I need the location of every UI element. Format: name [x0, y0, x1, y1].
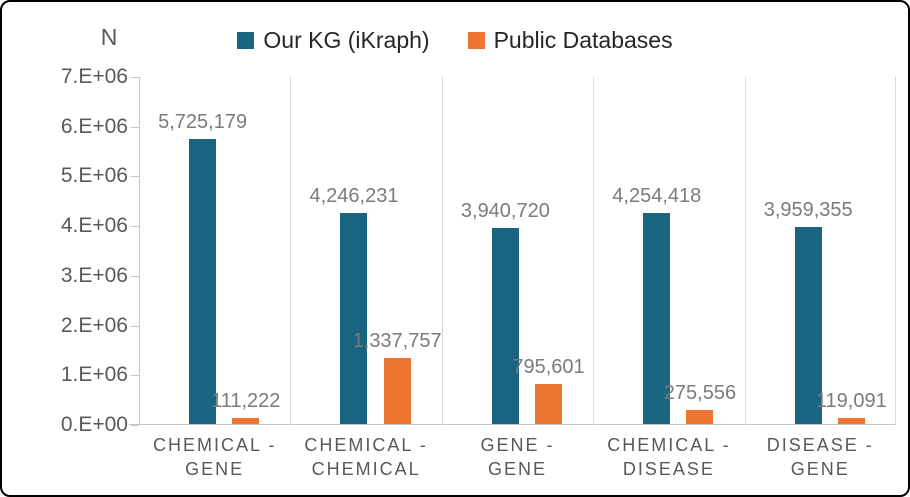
category-label-line: DISEASE — [622, 459, 715, 480]
plot-area: 5,725,179 4,246,231 3,940,720 4,254,418 3,95… — [129, 77, 896, 426]
bar-public-databases — [383, 357, 411, 424]
data-label: 111,222 — [211, 390, 281, 413]
category-label-line: GENE — [185, 459, 245, 480]
bar-our-kg — [340, 212, 368, 424]
category-label: CHEMICAL - CHEMICAL — [304, 433, 427, 482]
category-separator-gridline — [290, 77, 292, 425]
category-label: GENE - GENE — [480, 433, 554, 482]
data-label: 4,254,418 — [612, 184, 702, 207]
y-tick-mark — [131, 425, 139, 426]
bar-our-kg — [189, 139, 217, 424]
category-label-line: GENE - — [480, 435, 555, 455]
bar-public-databases — [686, 410, 714, 424]
bar-our-kg — [491, 228, 519, 424]
data-label: 1,337,757 — [352, 329, 442, 352]
y-tick-mark — [131, 77, 139, 78]
legend: Our KG (iKraph) Public Databases — [2, 27, 908, 54]
category-label-line: CHEMICAL - — [607, 435, 731, 455]
data-label: 275,556 — [663, 382, 737, 405]
category-label-line: CHEMICAL - — [153, 435, 277, 455]
category-label-line: CHEMICAL - — [304, 435, 428, 455]
category-label: CHEMICAL - DISEASE — [607, 433, 730, 482]
bar-public-databases — [837, 418, 865, 424]
legend-item-1: Public Databases — [467, 27, 673, 54]
legend-label: Public Databases — [493, 27, 673, 53]
legend-item-0: Our KG (iKraph) — [237, 27, 430, 54]
category-label: DISEASE - GENE — [767, 433, 874, 482]
bar-our-kg — [643, 212, 671, 424]
category-label-line: GENE — [487, 459, 548, 480]
y-tick-mark — [131, 325, 139, 327]
category-separator-gridline — [895, 77, 896, 425]
category-separator-gridline — [744, 77, 746, 425]
data-label: 119,091 — [815, 390, 887, 413]
y-tick-label: 0.E+00 — [60, 413, 128, 436]
y-tick-mark — [131, 176, 139, 178]
y-tick-label: 1.E+06 — [60, 363, 128, 387]
y-axis: 0.E+00 1.E+06 2.E+06 3.E+06 4.E+06 5.E+06 6.E+… — [2, 65, 128, 436]
data-label: 3,959,355 — [763, 199, 853, 222]
y-tick-label: 4.E+06 — [60, 214, 128, 238]
y-tick-mark — [131, 226, 139, 228]
y-axis-title: N — [100, 24, 118, 50]
y-tick-mark — [131, 275, 139, 277]
y-tick-mark — [131, 126, 139, 128]
y-tick-label: 2.E+06 — [60, 313, 128, 337]
category-separator-gridline — [441, 77, 443, 425]
bar-public-databases — [535, 384, 563, 424]
legend-swatch-icon — [237, 32, 255, 49]
legend-label: Our KG (iKraph) — [263, 27, 430, 53]
y-tick-label: 7.E+06 — [60, 65, 128, 88]
y-tick-label: 3.E+06 — [60, 263, 128, 287]
data-label: 3,940,720 — [460, 200, 550, 223]
category-separator-gridline — [593, 77, 595, 425]
data-label: 4,246,231 — [309, 184, 399, 207]
y-tick-label: 6.E+06 — [60, 114, 128, 138]
x-axis-line — [129, 424, 896, 425]
category-label-line: CHEMICAL — [311, 459, 421, 480]
category-label-line: DISEASE - — [766, 435, 874, 455]
y-tick-mark — [131, 375, 139, 377]
data-label: 5,725,179 — [158, 111, 248, 134]
y-tick-label: 5.E+06 — [60, 164, 128, 188]
bar-our-kg — [794, 227, 822, 424]
category-label-line: GENE — [790, 459, 850, 480]
data-label: 795,601 — [512, 356, 585, 379]
category-label: CHEMICAL - GENE — [153, 433, 276, 482]
y-axis-line — [139, 77, 140, 425]
legend-swatch-icon — [467, 32, 485, 49]
bar-public-databases — [232, 418, 260, 424]
